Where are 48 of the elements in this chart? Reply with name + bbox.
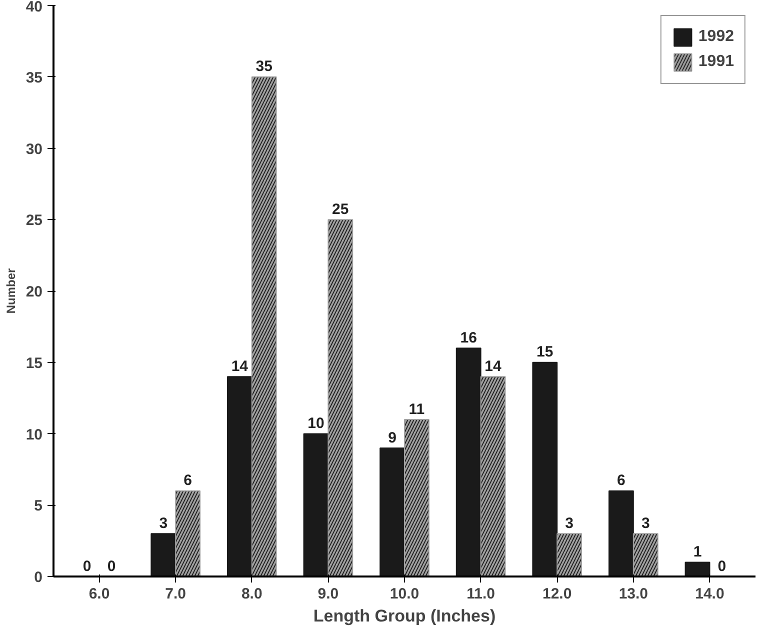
data-label: 14 — [231, 358, 249, 375]
bar — [303, 433, 329, 576]
data-label: 35 — [256, 58, 272, 76]
bar — [380, 448, 405, 576]
data-label: 16 — [460, 329, 477, 346]
y-tick-label: 20 — [26, 284, 43, 300]
y-tick-label: 15 — [26, 354, 43, 372]
x-tick-label: 7.0 — [165, 586, 186, 602]
bar — [684, 562, 710, 576]
y-tick-label: 5 — [34, 498, 42, 515]
data-label: 11 — [408, 400, 425, 418]
bar — [608, 490, 634, 576]
x-tick-label: 6.0 — [88, 586, 110, 602]
data-label: 6 — [184, 472, 192, 490]
legend-label: 1992 — [698, 28, 734, 46]
x-tick-label: 13.0 — [618, 586, 648, 602]
y-tick-label: 30 — [26, 140, 43, 158]
y-tick-label: 35 — [26, 69, 43, 86]
data-label: 9 — [388, 429, 396, 446]
data-label: 3 — [565, 514, 574, 532]
data-label: 1 — [693, 544, 702, 561]
data-label: 0 — [718, 558, 726, 575]
data-label: 6 — [617, 472, 626, 490]
legend-label: 1991 — [698, 53, 734, 71]
x-tick-label: 14.0 — [695, 586, 724, 602]
data-label: 25 — [332, 200, 349, 218]
x-tick-label: 12.0 — [542, 586, 572, 602]
data-label: 0 — [82, 558, 92, 575]
bar — [226, 376, 252, 576]
x-tick-label: 11.0 — [466, 586, 495, 602]
y-tick-label: 0 — [34, 569, 42, 586]
y-tick-label: 40 — [26, 0, 43, 16]
x-tick-label: 9.0 — [318, 586, 339, 602]
bar — [532, 362, 558, 576]
y-tick-label: 10 — [26, 426, 43, 444]
data-label: 3 — [159, 514, 168, 532]
data-label: 15 — [536, 344, 554, 361]
bar — [150, 533, 176, 576]
data-label: 3 — [641, 514, 650, 532]
data-label: 10 — [308, 415, 324, 432]
x-axis-title: Length Group (Inches) — [313, 606, 496, 626]
x-tick-label: 10.0 — [390, 586, 420, 602]
y-tick-label: 25 — [26, 212, 43, 230]
data-label: 14 — [484, 358, 502, 375]
bar — [456, 348, 482, 576]
x-tick-label: 8.0 — [241, 586, 262, 602]
y-axis-title: Number — [4, 268, 18, 314]
data-label: 0 — [107, 558, 116, 575]
